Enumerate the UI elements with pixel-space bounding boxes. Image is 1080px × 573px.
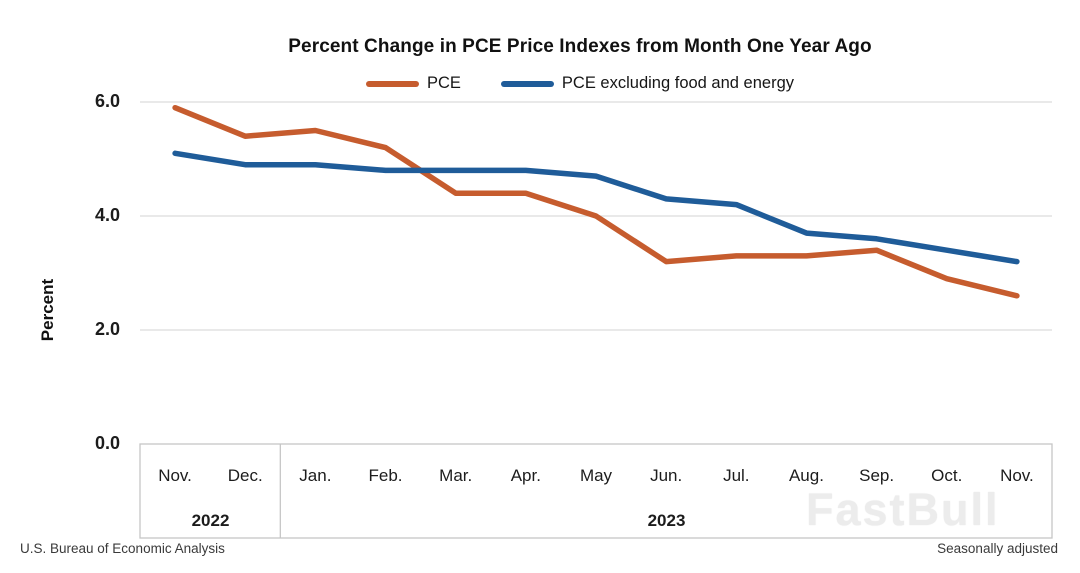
legend-item-core-pce: PCE excluding food and energy (500, 74, 794, 93)
month-label-3: Feb. (368, 466, 403, 485)
y-tick-label-2.0: 2.0 (94, 319, 120, 339)
x-axis-frame (139, 443, 1053, 539)
y-tick-label-0.0: 0.0 (94, 433, 120, 453)
month-label-2: Jan. (299, 466, 332, 485)
series-line-pce (172, 104, 1020, 299)
month-label-8: Jul. (723, 466, 750, 485)
series-line-core-pce (172, 150, 1020, 265)
core-pce-line-swatch (500, 80, 554, 87)
year-label-2022: 2022 (191, 511, 230, 530)
legend-label-pce: PCE (426, 74, 461, 92)
source-note: U.S. Bureau of Economic Analysis (20, 541, 225, 556)
month-label-10: Sep. (859, 466, 895, 485)
month-label-4: Mar. (439, 466, 473, 485)
y-tick-label-6.0: 6.0 (94, 91, 120, 111)
legend-label-core-pce: PCE excluding food and energy (561, 74, 794, 92)
month-label-5: Apr. (510, 466, 541, 485)
legend: PCE PCE excluding food and energy (90, 74, 1070, 93)
chart-title: Percent Change in PCE Price Indexes from… (288, 36, 872, 57)
month-label-0: Nov. (158, 466, 192, 485)
legend-item-pce: PCE (365, 74, 461, 93)
month-label-12: Nov. (1000, 466, 1034, 485)
year-label-2023: 2023 (647, 511, 686, 530)
adjustment-note: Seasonally adjusted (937, 541, 1058, 556)
month-label-6: May (579, 466, 613, 485)
month-label-7: Jun. (650, 466, 683, 485)
month-label-1: Dec. (227, 466, 263, 485)
month-label-9: Aug. (788, 466, 824, 485)
y-tick-label-4.0: 4.0 (94, 205, 120, 225)
watermark-logo: FastBull (806, 484, 1000, 535)
pce-line-swatch (365, 80, 419, 87)
month-label-11: Oct. (931, 466, 963, 485)
